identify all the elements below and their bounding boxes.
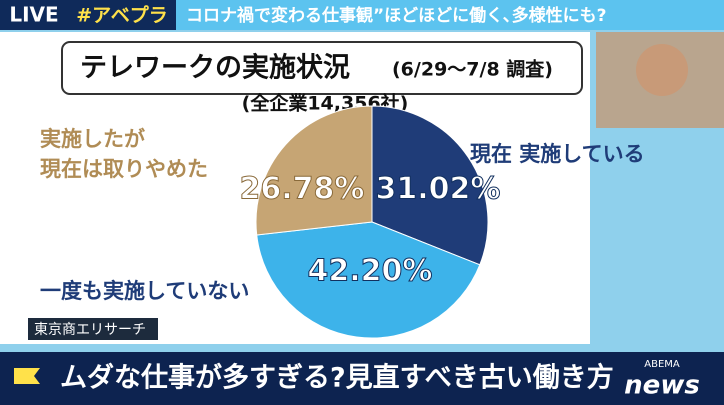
category-label: 一度も実施していない <box>40 279 249 303</box>
caption-bar <box>0 352 724 405</box>
presenter-face <box>636 44 688 96</box>
live: LIVE <box>9 3 58 27</box>
pie-slice <box>371 105 489 266</box>
value-label: 26.78% <box>240 172 365 207</box>
source: 東京商エリサーチ <box>34 322 146 338</box>
flag-icon <box>14 368 40 384</box>
category-label: 実施したが現在は取りやめた <box>40 127 208 181</box>
logo-bottom: news <box>624 371 700 401</box>
pie-slice <box>255 105 373 236</box>
logo-top: ABEMA <box>644 359 680 370</box>
chart-subtitle: (6/29〜7/8 調査) <box>392 58 553 81</box>
hashtag-box <box>68 0 176 30</box>
live-box <box>0 0 68 30</box>
value-label: 31.02% <box>376 172 501 207</box>
pie: 31.02% 現在 実施している 42.20% 一度も実施していない 26.78% 実施し… <box>40 105 645 339</box>
source-box <box>28 318 158 340</box>
value-label: 42.20% <box>308 254 433 289</box>
title-box <box>61 41 583 95</box>
headline: コロナ禍で変わる仕事観”ほどほどに働く､多様性にも? <box>186 5 607 26</box>
category-label: 現在 実施している <box>470 142 645 166</box>
pie-slice <box>256 221 481 339</box>
caption: ムダな仕事が多すぎる?見直すべき古い働き方 <box>60 362 614 394</box>
hashtag: #アベプラ <box>76 4 168 27</box>
chart-title: テレワークの実施状況 <box>80 52 350 84</box>
